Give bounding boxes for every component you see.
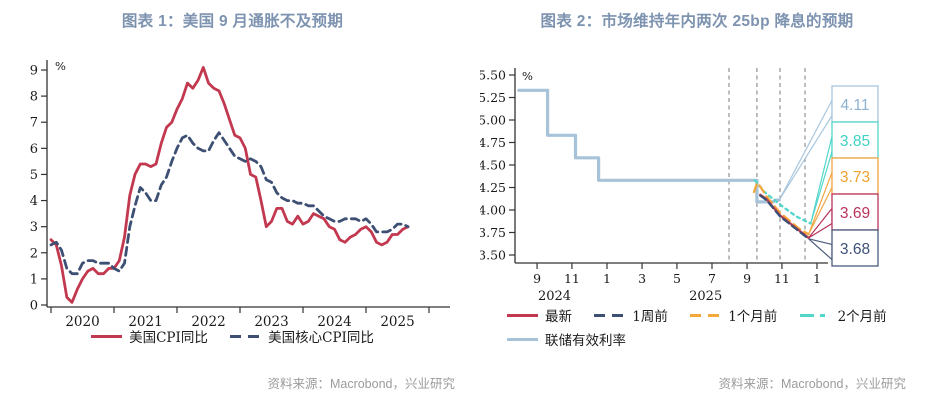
svg-text:3: 3	[30, 220, 38, 235]
svg-text:5.25: 5.25	[480, 90, 506, 105]
legend-label-latest: 最新	[545, 309, 572, 326]
svg-text:4.75: 4.75	[480, 135, 506, 150]
chart1-legend: 美国CPI同比 美国核心CPI同比	[0, 326, 465, 346]
chart2-source: 资料来源：Macrobond，兴业研究	[718, 377, 906, 391]
x-axis: 2020 2021 2022 2023 2024 2025	[50, 307, 430, 327]
us-cpi-line-chart: 0 1 2 3 4 5 6 7 8 9 % 2020 2021 2022 2023 2024 2025	[30, 59, 450, 327]
series-line-0	[517, 88, 781, 204]
chart2-legend-row2: 联储有效利率	[498, 329, 635, 349]
svg-text:4.50: 4.50	[480, 158, 506, 173]
svg-text:2021: 2021	[128, 314, 162, 327]
svg-text:4.25: 4.25	[480, 180, 506, 195]
svg-text:1: 1	[30, 272, 38, 287]
callout-value: 3.85	[840, 133, 870, 150]
svg-text:9: 9	[533, 271, 541, 286]
callout-value: 4.11	[840, 97, 869, 114]
callout-value: 3.73	[840, 169, 870, 186]
callout-value: 3.68	[840, 241, 870, 258]
svg-text:9: 9	[30, 64, 38, 79]
core-cpi-line-swatch	[230, 334, 262, 338]
callout-value: 3.69	[840, 205, 870, 222]
svg-text:0: 0	[30, 299, 38, 314]
series-line-2	[752, 181, 810, 236]
fed-rate-expectations-chart: 5.505.255.004.754.504.254.003.753.50%9 11…	[480, 68, 879, 304]
chart1-source: 资料来源：Macrobond，兴业研究	[267, 377, 455, 391]
x-year-label: 2025	[689, 289, 722, 304]
svg-text:2022: 2022	[191, 314, 225, 327]
svg-text:3.50: 3.50	[480, 248, 506, 263]
chart2-legend-row1: 最新 1周前 1个月前 2个月前	[498, 305, 896, 325]
svg-text:3: 3	[638, 271, 646, 286]
svg-text:2020: 2020	[65, 314, 99, 327]
svg-text:5.50: 5.50	[480, 68, 506, 83]
legend-label-cpi: 美国CPI同比	[129, 330, 208, 347]
week-ago-line-swatch	[594, 313, 626, 317]
svg-text:1: 1	[603, 271, 611, 286]
legend-item-cpi: 美国CPI同比	[91, 326, 208, 346]
svg-text:5.00: 5.00	[480, 113, 506, 128]
legend-label-1-week-ago: 1周前	[632, 309, 668, 326]
svg-text:2024: 2024	[317, 314, 351, 327]
svg-text:4.00: 4.00	[480, 203, 506, 218]
svg-text:2025: 2025	[380, 314, 414, 327]
cpi-line-swatch	[91, 334, 123, 338]
svg-text:11: 11	[774, 271, 790, 286]
svg-text:5: 5	[673, 271, 681, 286]
svg-text:1: 1	[813, 271, 821, 286]
chart1-plot: 0 1 2 3 4 5 6 7 8 9 % 2020 2021 2022 2023 2024 2025	[30, 59, 450, 327]
svg-text:6: 6	[30, 142, 38, 157]
legend-item-1-week-ago: 1周前	[594, 305, 668, 325]
callout-box	[831, 193, 879, 231]
legend-item-latest: 最新	[507, 305, 572, 325]
legend-label-fed-effective-rate: 联储有效利率	[545, 333, 626, 350]
y-unit-label: %	[522, 69, 533, 83]
svg-text:8: 8	[30, 90, 38, 105]
y-unit-label: %	[55, 59, 66, 73]
legend-item-core-cpi: 美国核心CPI同比	[230, 326, 374, 346]
svg-text:7: 7	[30, 116, 38, 131]
month-ago-line-swatch	[690, 313, 722, 317]
chart2-title: 图表 2：市场维持年内两次 25bp 降息的预期	[540, 13, 854, 30]
legend-item-2-months-ago: 2个月前	[799, 305, 887, 326]
fed-effective-rate-swatch	[507, 337, 538, 341]
two-months-ago-line-swatch	[799, 313, 831, 317]
svg-text:11: 11	[564, 271, 580, 286]
chart2-plot: 5.505.255.004.754.504.254.003.753.50%9 11…	[480, 68, 879, 304]
svg-text:9: 9	[743, 271, 751, 286]
value-callouts: 4.11 3.85 3.73 3.69 3.68	[778, 85, 879, 267]
legend-item-fed-effective-rate: 联储有效利率	[507, 329, 626, 349]
legend-label-core-cpi: 美国核心CPI同比	[268, 330, 374, 347]
svg-text:2023: 2023	[254, 314, 288, 327]
svg-text:4: 4	[30, 194, 38, 209]
chart1-title: 图表 1：美国 9 月通胀不及预期	[121, 13, 344, 30]
svg-text:7: 7	[708, 271, 716, 286]
callout-box	[831, 121, 879, 159]
legend-label-2-months-ago: 2个月前	[837, 309, 887, 326]
legend-label-1-month-ago: 1个月前	[728, 309, 778, 326]
y-axis: 5.50 5.25 5.00 4.75 4.50 4.25 4.00 3.75 3.50	[480, 68, 515, 263]
series-line-1	[49, 131, 410, 276]
svg-text:2: 2	[30, 246, 38, 261]
callout-pointer	[808, 238, 833, 261]
y-axis: 0 1 2 3 4 5 6 7 8 9	[30, 64, 47, 314]
series-line-4	[759, 194, 810, 240]
legend-item-1-month-ago: 1个月前	[690, 305, 777, 325]
series-line-0	[49, 65, 410, 304]
svg-text:5: 5	[30, 168, 38, 183]
latest-line-swatch	[507, 313, 538, 317]
svg-text:3.75: 3.75	[480, 225, 506, 240]
fomc-event-lines	[728, 68, 806, 263]
callout-pointer	[808, 206, 833, 239]
x-year-label: 2024	[538, 289, 571, 304]
callout-box	[831, 229, 879, 267]
